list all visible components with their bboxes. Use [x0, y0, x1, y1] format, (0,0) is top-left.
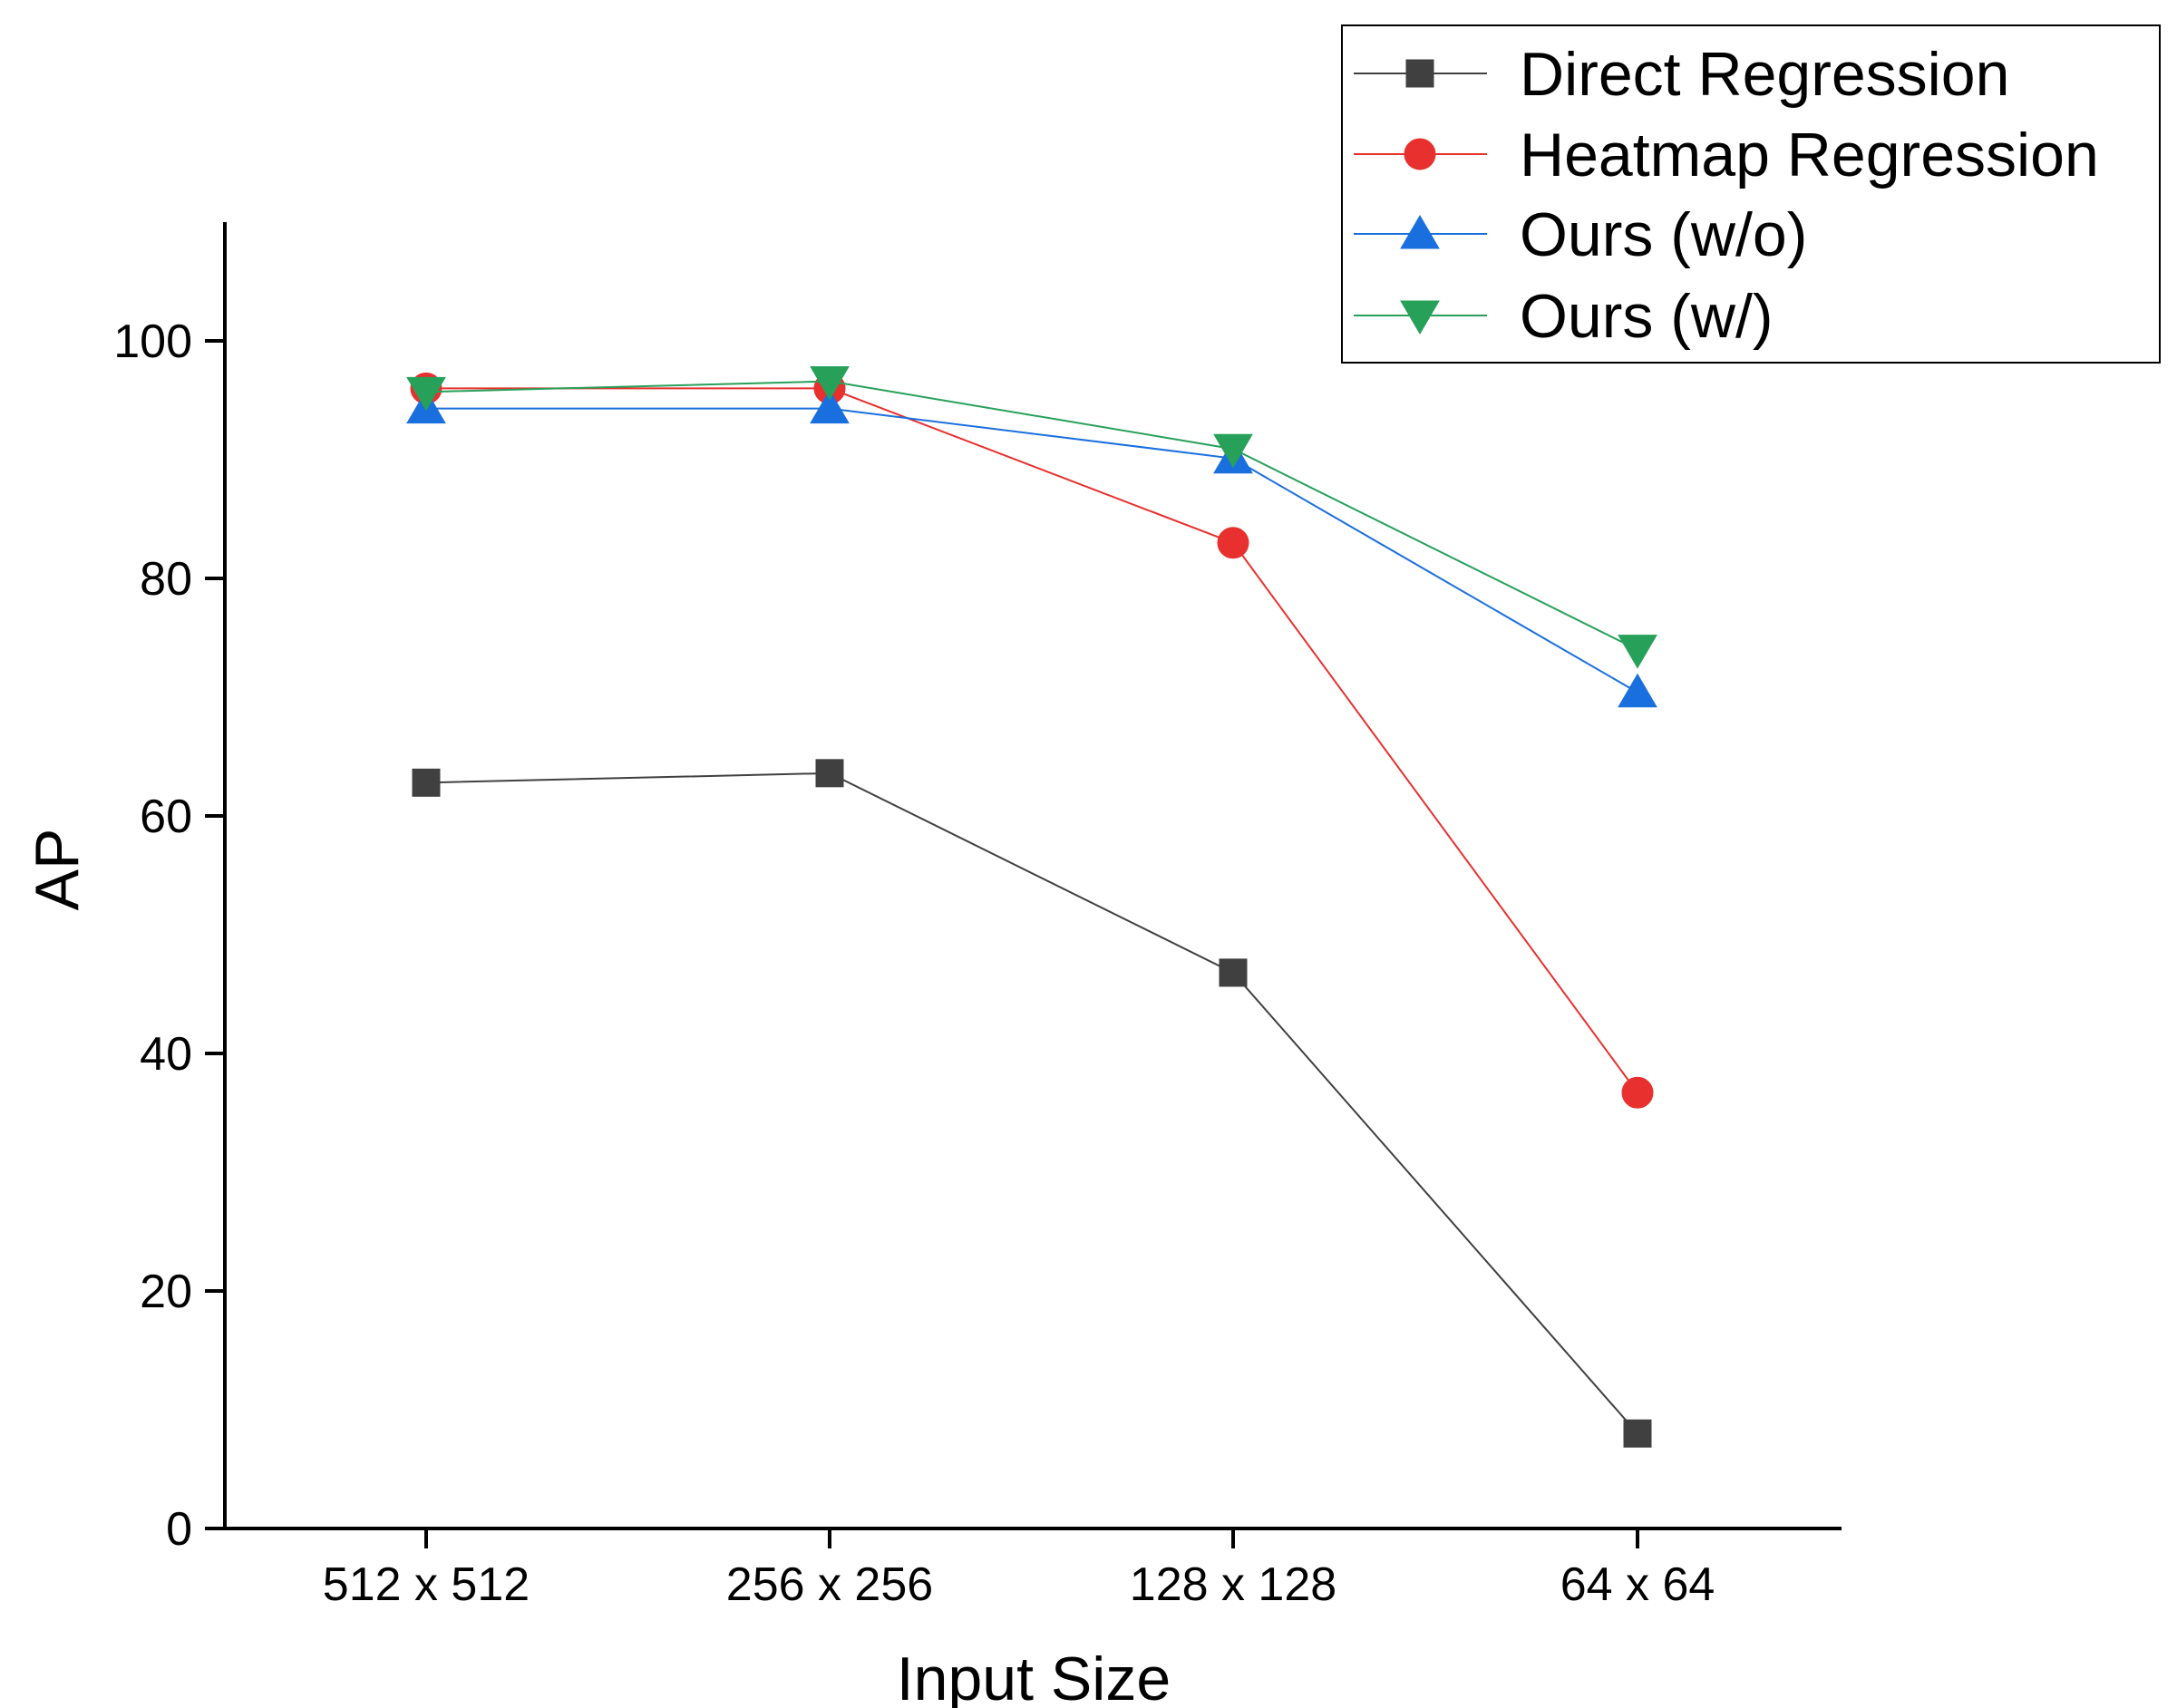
data-point	[1219, 958, 1248, 987]
legend-marker	[1400, 215, 1440, 249]
legend-box	[1341, 24, 2161, 364]
data-point	[412, 768, 441, 797]
y-tick-label: 40	[140, 1028, 192, 1081]
y-tick-label: 20	[140, 1266, 192, 1318]
legend-label: Direct Regression	[1520, 40, 2009, 109]
data-point	[1213, 433, 1253, 469]
data-point	[1621, 1076, 1654, 1109]
legend-marker	[1400, 300, 1440, 335]
data-point	[1618, 673, 1657, 708]
y-tick-label: 80	[140, 553, 192, 606]
series-direct-regression	[412, 759, 1652, 1448]
data-point	[1217, 527, 1249, 559]
legend-label: Ours (w/)	[1520, 282, 1774, 351]
series-line	[425, 380, 1638, 651]
data-point	[810, 389, 850, 424]
data-point	[1618, 635, 1657, 669]
y-tick-label: 100	[113, 315, 192, 368]
data-point	[815, 759, 844, 788]
legend-label: Ours (w/o)	[1520, 200, 1807, 269]
y-axis-title: AP	[23, 829, 92, 911]
series-ours-w-o	[406, 389, 1657, 708]
data-point	[810, 366, 850, 401]
x-tick-label: 256 x 256	[726, 1558, 933, 1611]
series-ours-w	[406, 366, 1657, 669]
series-line	[425, 772, 1638, 1434]
x-tick-label: 512 x 512	[323, 1558, 530, 1611]
y-tick-label: 0	[166, 1503, 192, 1556]
x-ticks: 512 x 512 256 x 256 128 x 128 64 x 64	[323, 1528, 1715, 1611]
legend-marker	[1405, 59, 1434, 88]
data-point	[406, 376, 446, 412]
series-heatmap-regression	[410, 372, 1654, 1109]
y-ticks: 0 20 40 60 80 100	[113, 315, 225, 1556]
series-line	[426, 387, 1638, 1093]
x-tick-label: 64 x 64	[1560, 1558, 1715, 1611]
x-tick-label: 128 x 128	[1130, 1558, 1336, 1611]
legend-label: Heatmap Regression	[1520, 121, 2099, 189]
y-tick-label: 60	[140, 791, 192, 843]
data-point	[1623, 1419, 1652, 1448]
legend-marker	[1404, 138, 1436, 170]
x-axis-title: Input Size	[897, 1645, 1171, 1708]
legend: Direct Regression Heatmap Regression Ours …	[1341, 24, 2161, 364]
series-layer	[406, 366, 1657, 1448]
axes	[223, 222, 1842, 1530]
series-line	[426, 407, 1638, 694]
